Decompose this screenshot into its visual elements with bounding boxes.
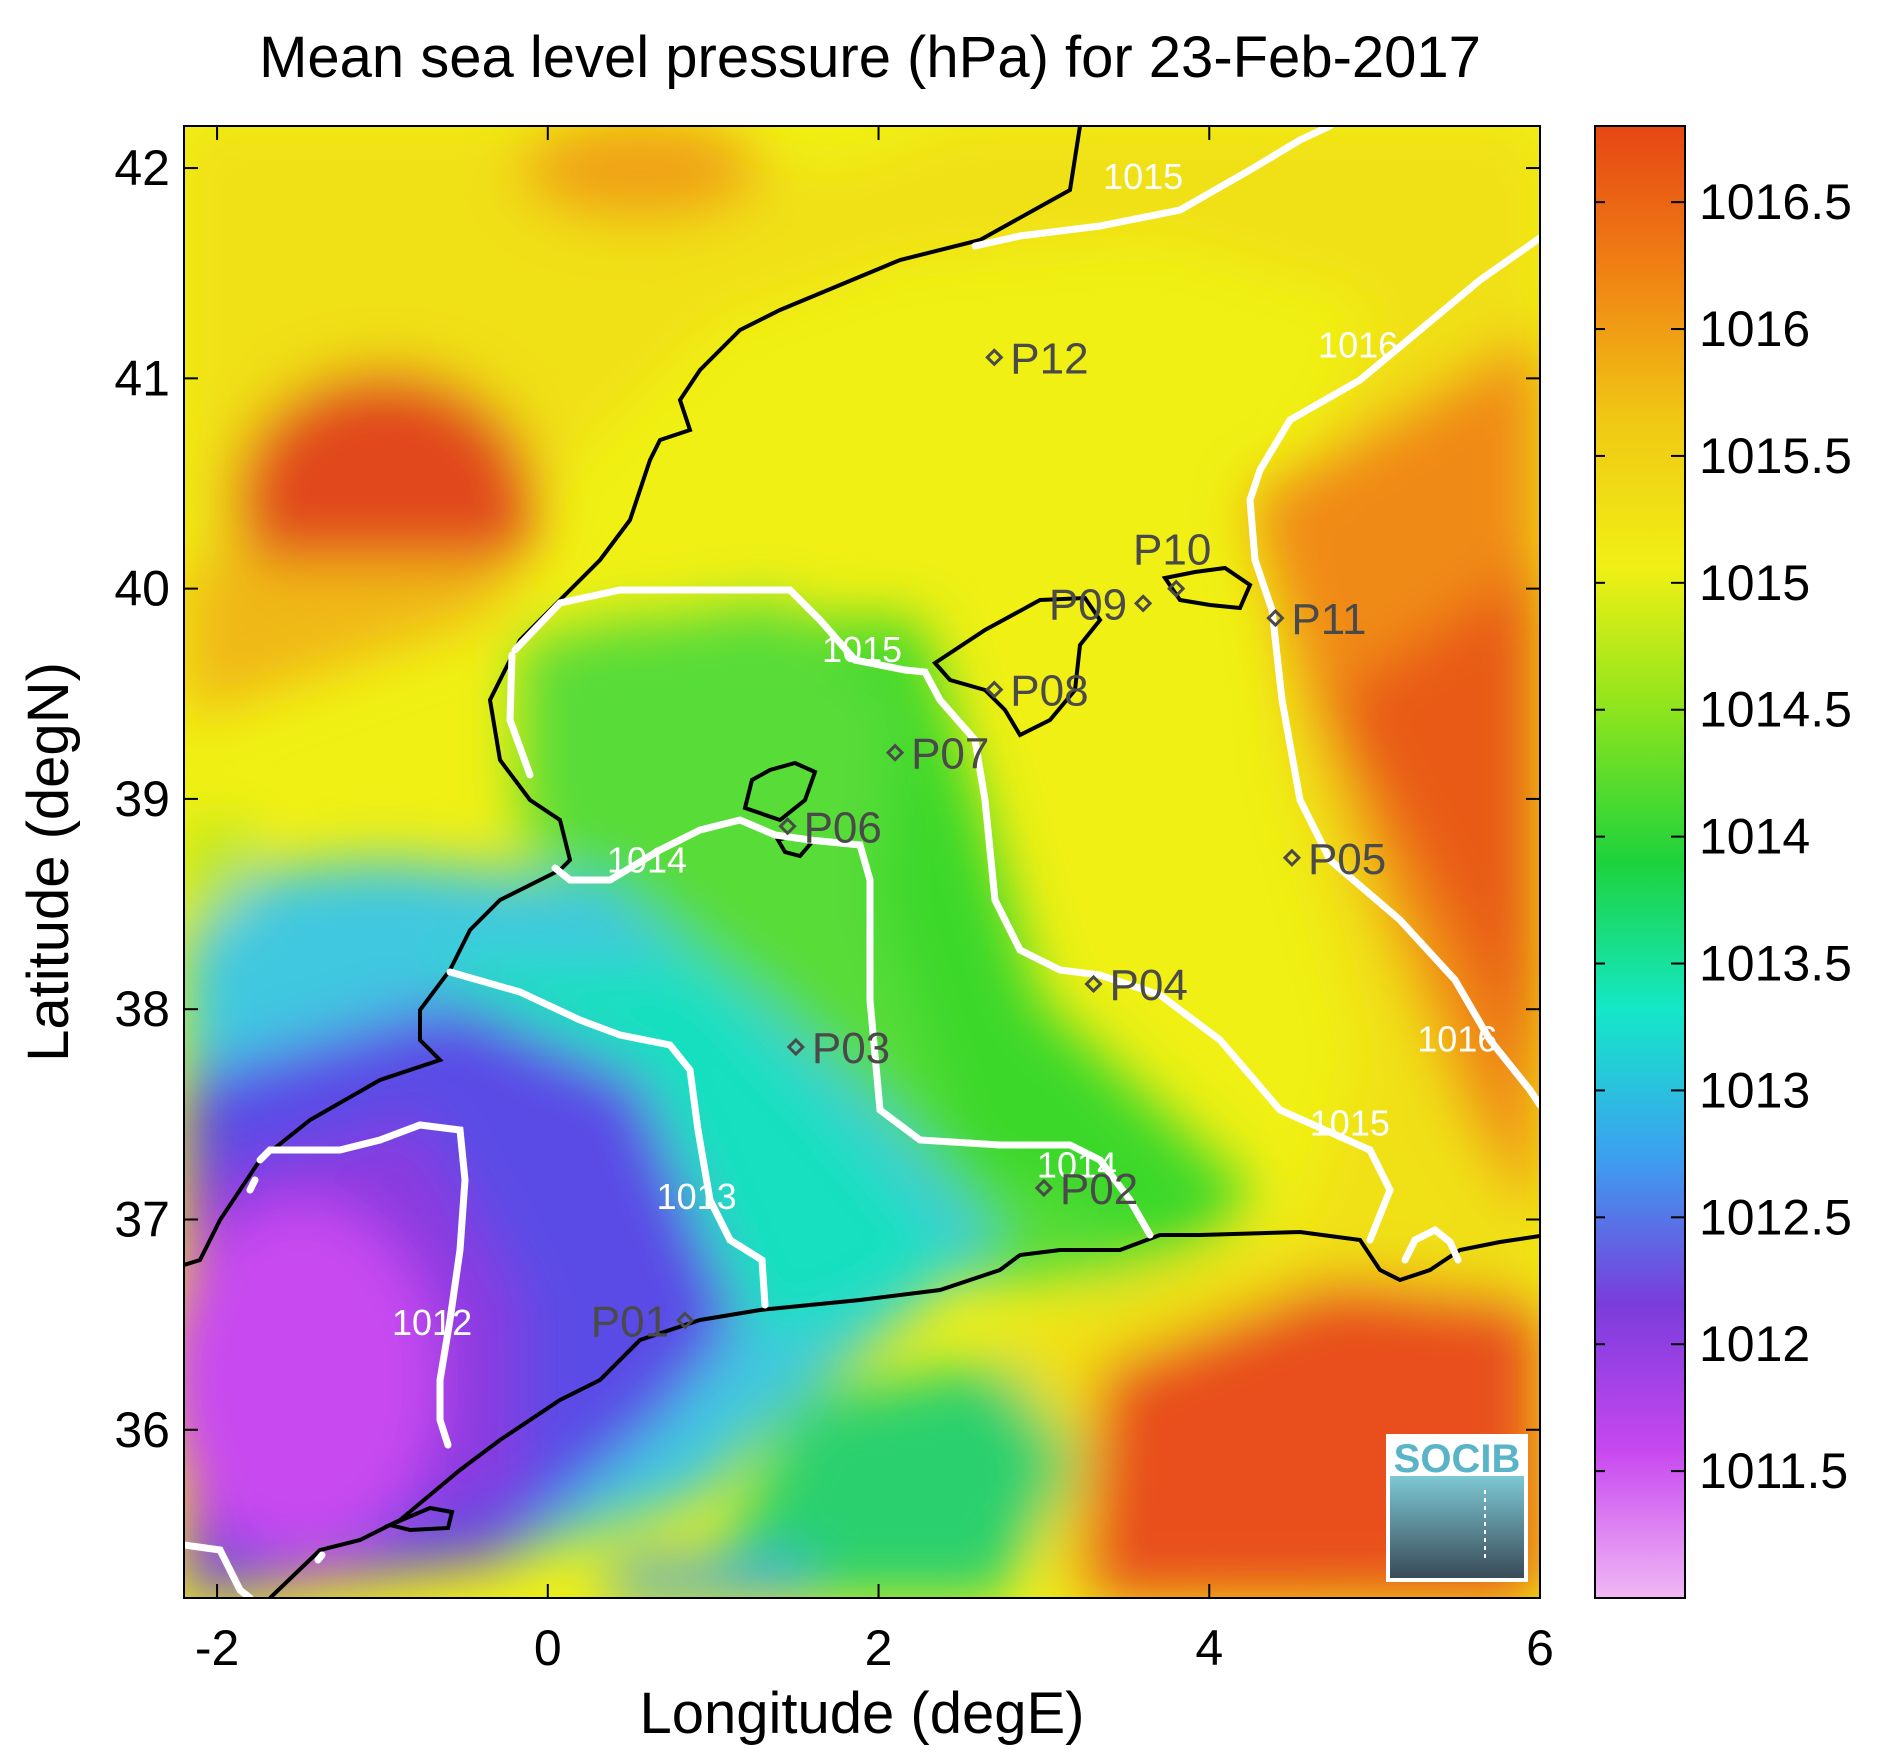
colorbar-ticks: 1011.5 1012 1012.5 1013 1013.5 1014 1014.5 1015… bbox=[1595, 174, 1852, 1499]
y-tick-label: 42 bbox=[114, 140, 170, 196]
y-tick-label: 38 bbox=[114, 981, 170, 1037]
y-axis-label: Latitude (degN) bbox=[16, 662, 81, 1062]
plot-frame bbox=[183, 125, 1541, 1599]
colorbar-tick-label: 1016 bbox=[1699, 301, 1810, 357]
isobar-sw-corner bbox=[184, 1541, 254, 1598]
y-tick-label: 41 bbox=[114, 350, 170, 406]
station-marker bbox=[1034, 1178, 1054, 1198]
station-marker bbox=[675, 1311, 695, 1330]
y-tick-label: 39 bbox=[114, 771, 170, 827]
isobar-closed-east bbox=[1401, 1225, 1462, 1264]
alboran-island bbox=[383, 1505, 455, 1533]
station-label: P07 bbox=[911, 730, 989, 779]
isobar-label: 1014 bbox=[1037, 1144, 1117, 1185]
mallorca-coastline bbox=[931, 595, 1103, 738]
colorbar-tick-label: 1013.5 bbox=[1699, 936, 1852, 992]
x-tick-label: 0 bbox=[534, 1620, 562, 1676]
y-tick-label: 37 bbox=[114, 1191, 170, 1247]
station-label: P12 bbox=[1010, 334, 1088, 383]
isobar-label: 1014 bbox=[607, 840, 687, 881]
station-label: P06 bbox=[804, 803, 882, 852]
north-africa-coastline bbox=[268, 1229, 1540, 1598]
station-label: P02 bbox=[1060, 1165, 1138, 1214]
station-label: P11 bbox=[1291, 595, 1366, 644]
station-label: P08 bbox=[1010, 667, 1088, 716]
x-tick-label: 4 bbox=[1195, 1620, 1223, 1676]
isobar-label: 1016 bbox=[1318, 324, 1398, 365]
colorbar-tick-label: 1016.5 bbox=[1699, 174, 1852, 230]
colorbar-tick-label: 1012 bbox=[1699, 1316, 1810, 1372]
isobar-1015-central bbox=[511, 586, 1394, 1244]
station-label: P04 bbox=[1110, 961, 1188, 1010]
colorbar-tick-label: 1012.5 bbox=[1699, 1189, 1852, 1245]
station-marker bbox=[1266, 608, 1285, 628]
y-tick-label: 36 bbox=[114, 1402, 170, 1458]
colorbar-tick-label: 1013 bbox=[1699, 1062, 1810, 1118]
station-marker bbox=[1084, 974, 1103, 994]
socib-logo-wave bbox=[1390, 1476, 1524, 1578]
isobar-1016-east bbox=[1268, 606, 1540, 1109]
station-marker bbox=[885, 743, 905, 762]
station-marker bbox=[778, 817, 797, 836]
socib-logo-text: SOCIB bbox=[1394, 1437, 1521, 1481]
y-axis: 36 37 38 39 40 41 42 bbox=[114, 140, 1540, 1458]
isobar-label: 1015 bbox=[1103, 156, 1183, 197]
isobar-1012 bbox=[256, 1121, 469, 1449]
station-marker bbox=[786, 1037, 805, 1057]
isobar-1016-north bbox=[1246, 234, 1540, 614]
ibiza-coastline bbox=[742, 760, 818, 823]
isobar-label: 1016 bbox=[1417, 1018, 1497, 1059]
isobar-label: 1015 bbox=[822, 629, 902, 670]
station-marker bbox=[1133, 594, 1153, 613]
station-label: P05 bbox=[1308, 835, 1386, 884]
isobar-1015-north bbox=[971, 126, 1334, 250]
station-label: P01 bbox=[591, 1297, 669, 1346]
station-marker bbox=[985, 680, 1004, 699]
x-axis-label: Longitude (degE) bbox=[640, 1681, 1085, 1746]
colorbar-tick-label: 1015.5 bbox=[1699, 428, 1852, 484]
colorbar: 1011.5 1012 1012.5 1013 1013.5 1014 1014.5 1015… bbox=[1594, 125, 1852, 1599]
station-marker bbox=[985, 348, 1004, 367]
x-axis: -2 0 2 4 6 bbox=[195, 126, 1554, 1676]
colorbar-gradient bbox=[1594, 125, 1686, 1599]
isobar-label: 1015 bbox=[1310, 1102, 1390, 1143]
isobar-1015-west bbox=[506, 651, 534, 779]
x-tick-label: -2 bbox=[195, 1620, 239, 1676]
isobar-layer bbox=[184, 126, 1540, 1598]
isobar-label: 1012 bbox=[392, 1302, 472, 1343]
x-tick-label: 2 bbox=[865, 1620, 893, 1676]
isobar-1014 bbox=[551, 816, 1154, 1239]
colorbar-tick-label: 1014.5 bbox=[1699, 682, 1852, 738]
iberian-coastline bbox=[184, 126, 1082, 1267]
isobar-label: 1013 bbox=[657, 1176, 737, 1217]
colorbar-tick-label: 1014 bbox=[1699, 809, 1810, 865]
menorca-coastline bbox=[1161, 565, 1253, 611]
x-tick-label: 6 bbox=[1526, 1620, 1554, 1676]
coastline-layer bbox=[184, 126, 1540, 1598]
isobar-1013 bbox=[446, 968, 769, 1309]
station-marker bbox=[1282, 848, 1302, 867]
page-title: Mean sea level pressure (hPa) for 23-Feb… bbox=[259, 25, 1481, 90]
colorbar-tick-label: 1011.5 bbox=[1699, 1443, 1848, 1499]
station-marker bbox=[1167, 579, 1186, 598]
isobar-1012-small bbox=[246, 1176, 259, 1194]
socib-logo: SOCIB bbox=[1386, 1434, 1528, 1582]
isobar-sw-fragment bbox=[314, 1551, 326, 1564]
station-label: P10 bbox=[1133, 526, 1211, 575]
station-label: P09 bbox=[1049, 580, 1127, 629]
isobar-labels: 1015 1016 1015 1014 1016 1015 1013 1012 1014 bbox=[392, 156, 1497, 1343]
y-tick-label: 40 bbox=[114, 561, 170, 617]
station-label: P03 bbox=[812, 1024, 890, 1073]
colorbar-tick-label: 1015 bbox=[1699, 555, 1810, 611]
